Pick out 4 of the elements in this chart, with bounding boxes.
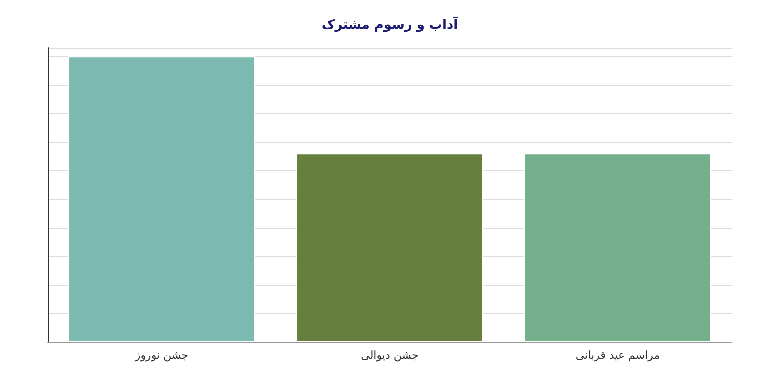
x-tick-label: جشن دیوالی — [361, 349, 419, 362]
x-tick-label: جشن نوروز — [134, 349, 189, 362]
x-tick-label: مراسم عید قربانی — [576, 349, 660, 362]
chart-title: آداب و رسوم مشترک — [322, 16, 459, 33]
